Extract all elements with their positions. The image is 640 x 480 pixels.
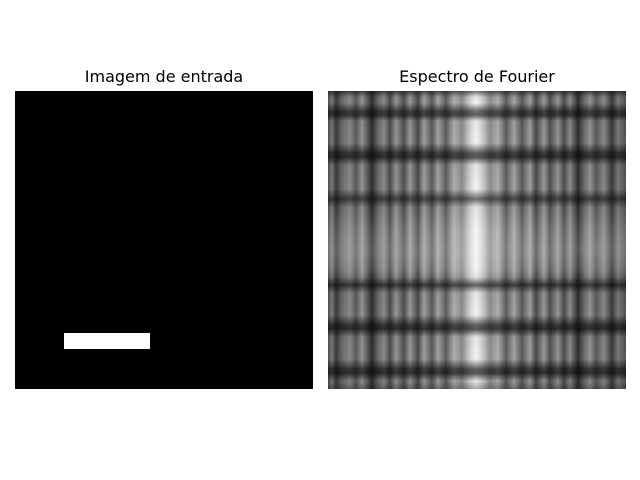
fourier-spectrum-title: Espectro de Fourier [328,66,626,88]
spectrum-horizontal-bands [328,91,626,389]
input-image-title: Imagem de entrada [15,66,313,88]
input-image [15,91,313,389]
fourier-spectrum-image [328,91,626,389]
input-white-rectangle [64,333,150,349]
